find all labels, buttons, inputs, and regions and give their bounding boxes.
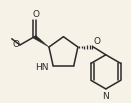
Text: HN: HN xyxy=(36,63,49,72)
Text: O: O xyxy=(32,10,39,19)
Text: O: O xyxy=(12,40,20,49)
Polygon shape xyxy=(33,35,49,47)
Text: N: N xyxy=(102,91,109,101)
Text: O: O xyxy=(94,37,101,46)
